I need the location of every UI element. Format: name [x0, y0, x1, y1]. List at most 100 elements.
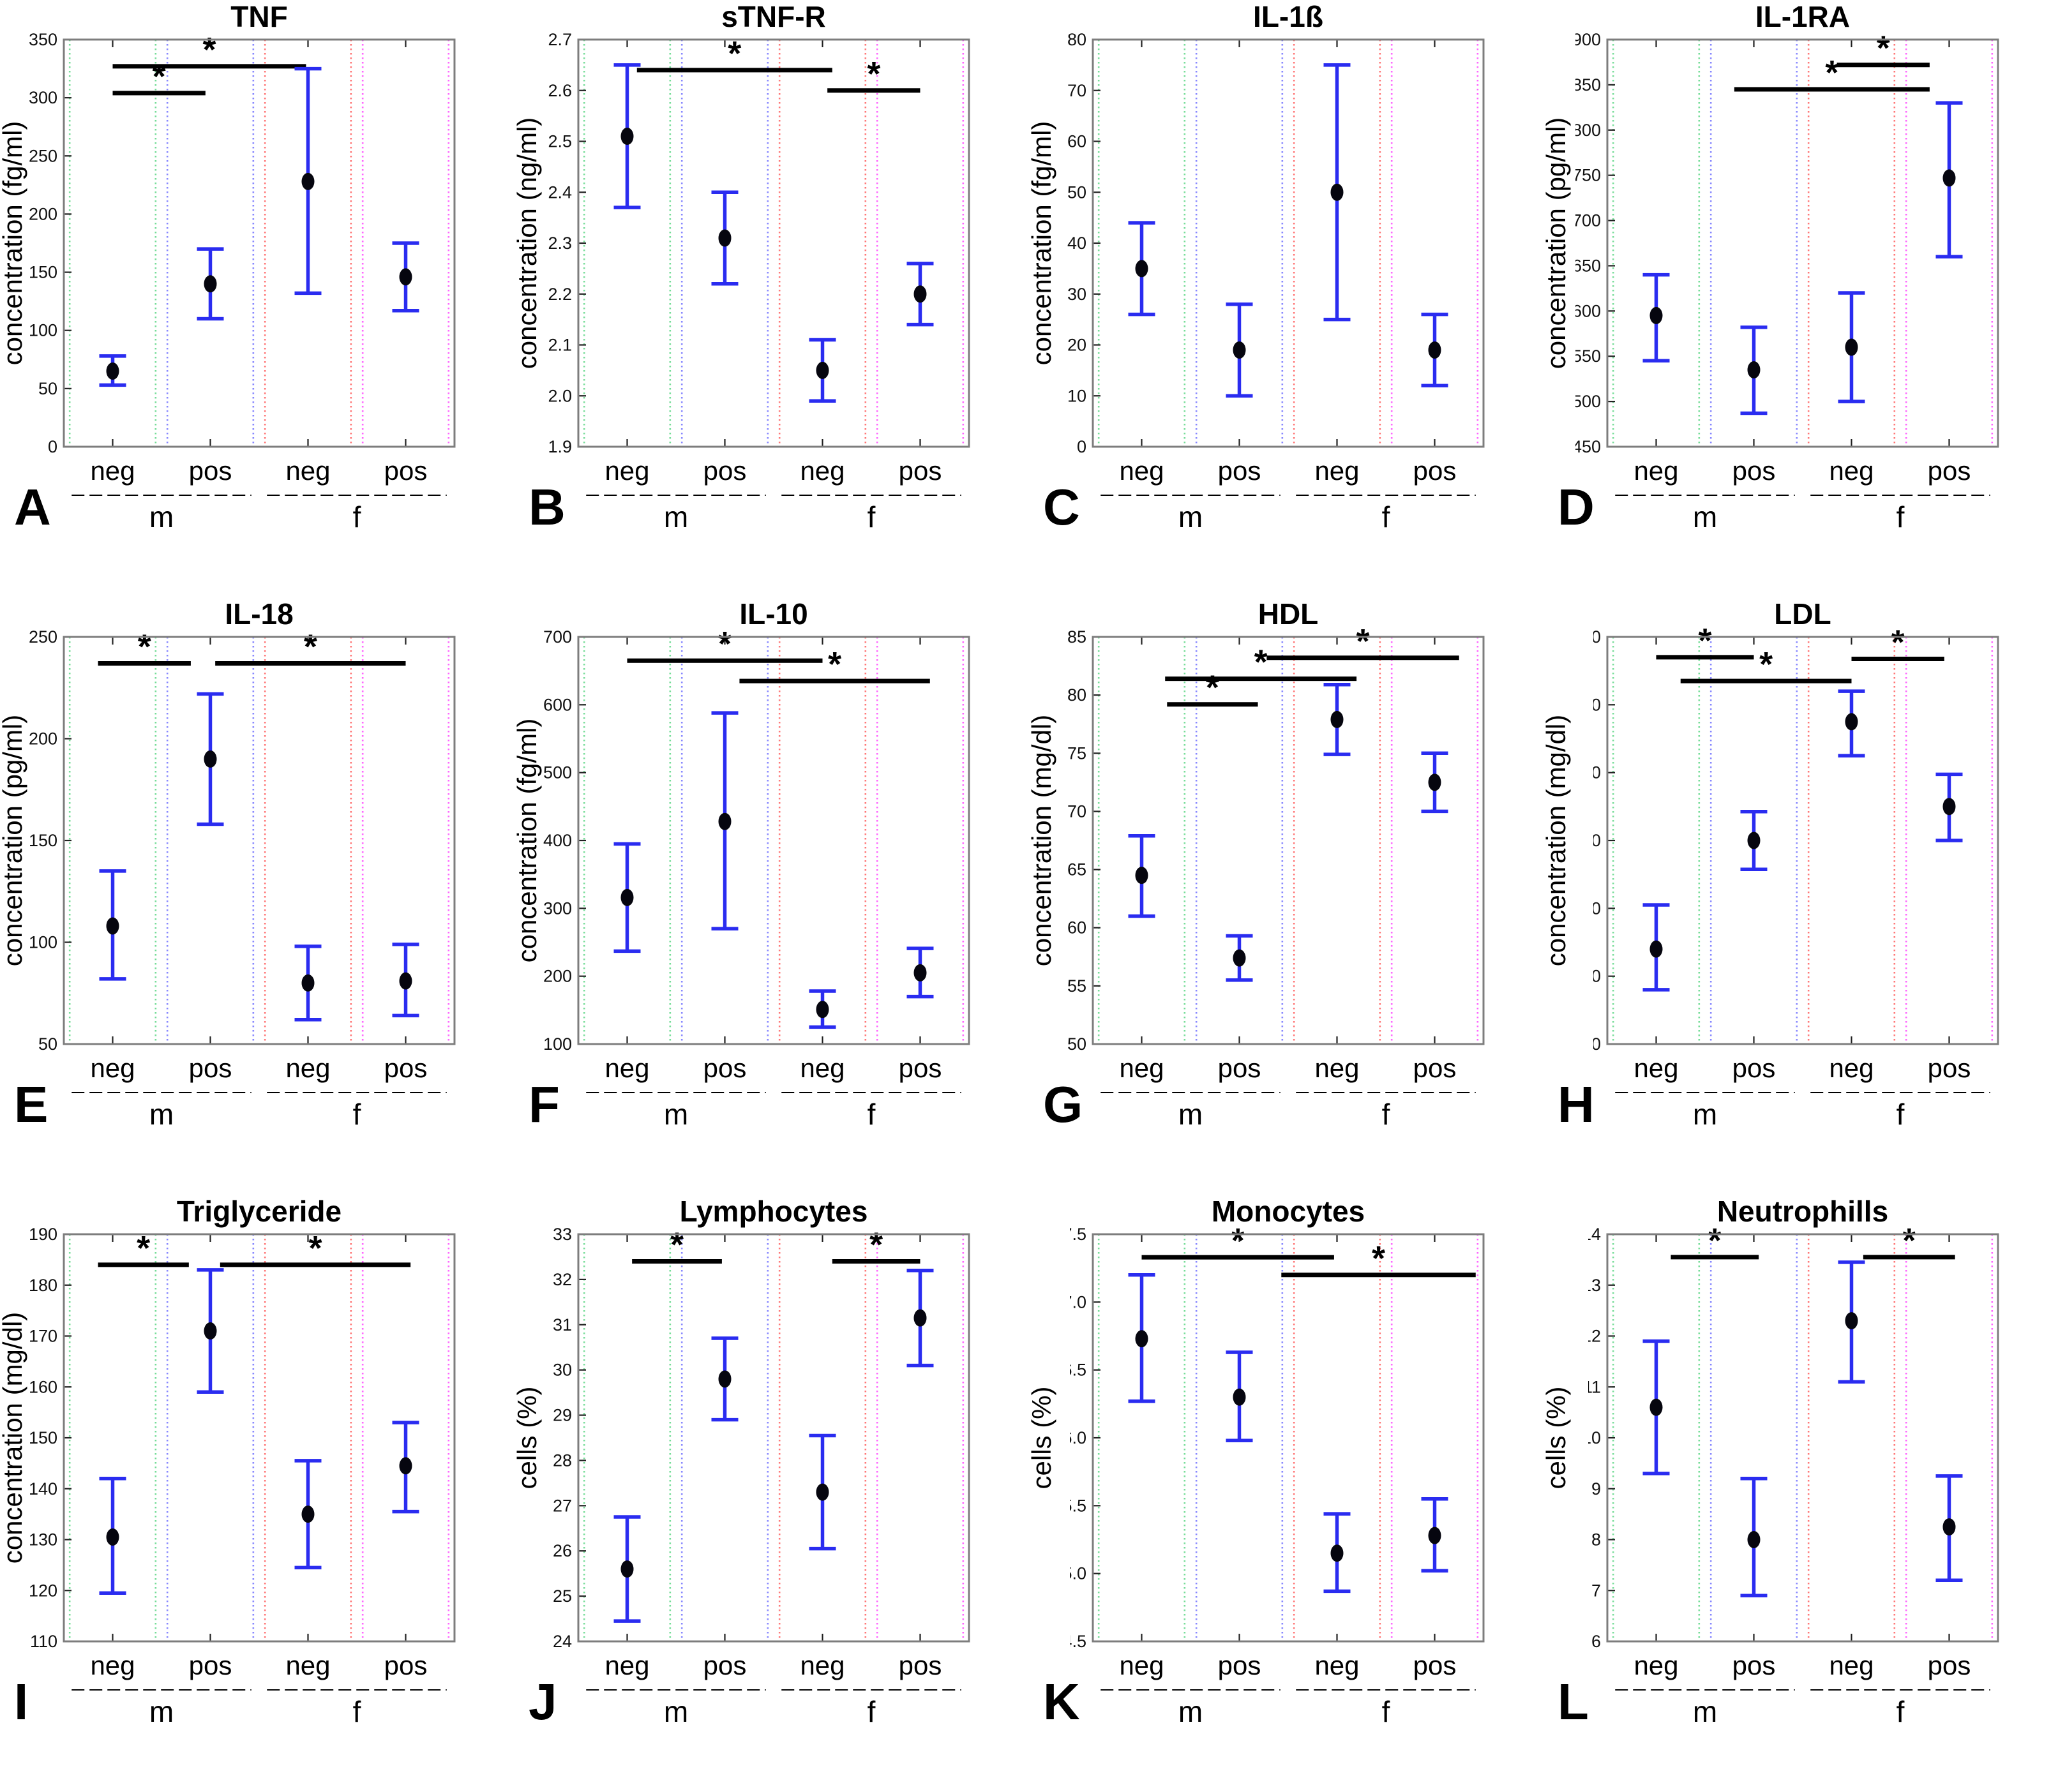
plot-border — [63, 1233, 456, 1643]
y-tick-labels: 0 10 20 30 40 50 60 70 80 — [1067, 30, 1086, 456]
y-tick-label: 2.3 — [548, 234, 572, 253]
error-bars — [99, 692, 419, 1022]
significance-star: * — [1231, 1221, 1245, 1260]
y-tick-label: 160 — [29, 1377, 57, 1396]
y-tick-label: 130 — [29, 1530, 57, 1549]
y-tick-label: 200 — [29, 729, 57, 749]
panel-title: Triglyceride — [177, 1195, 342, 1228]
significance-bars: * * * — [1656, 622, 1944, 683]
group-label: m — [1178, 1695, 1203, 1728]
mean-marker — [1428, 1527, 1441, 1544]
panel-letter: F — [529, 1076, 560, 1133]
mean-marker — [301, 172, 315, 190]
category-guide-lines — [1097, 40, 1479, 447]
y-axis-label: concentration (mg/dl) — [1029, 715, 1056, 967]
error-bars — [1642, 1260, 1963, 1597]
y-tick-label: 50 — [1067, 1034, 1086, 1054]
y-axis-label: concentration (mg/dl) — [0, 1312, 27, 1564]
mean-marker — [718, 1370, 732, 1388]
y-tick-label: 60 — [1067, 132, 1086, 151]
x-category-label: neg — [1314, 1053, 1359, 1083]
plot-border — [577, 1233, 970, 1643]
mean-marker — [1233, 1388, 1246, 1406]
panel-background — [1543, 1195, 2058, 1792]
mean-marker — [718, 812, 732, 830]
mean-marker — [913, 964, 927, 982]
significance-bars: ** — [627, 625, 930, 683]
group-label: f — [1897, 1098, 1905, 1131]
y-tick-labels: 50 55 60 65 70 75 80 85 — [1067, 627, 1086, 1054]
significance-star: * — [153, 57, 166, 96]
y-tick-labels: 4.5 5.0 5.5 6.0 6.5 7.0 7.5 — [1062, 1225, 1086, 1651]
x-category-label: neg — [1829, 1053, 1874, 1083]
significance-star: * — [867, 55, 880, 93]
mean-marker — [301, 1505, 315, 1523]
panel-title: IL-18 — [225, 597, 293, 631]
panel-letter: A — [14, 479, 51, 535]
x-category-label: neg — [1829, 1650, 1874, 1680]
plot-border — [1092, 38, 1485, 448]
x-category-label: pos — [384, 456, 428, 486]
y-tick-label: 80 — [1067, 685, 1086, 705]
y-tick-label: 2.0 — [548, 386, 572, 405]
y-tick-labels: 450 500 550 600 650 700 750 800 850 900 — [1572, 30, 1601, 456]
significance-star: * — [1759, 645, 1773, 683]
significance-bars: ** — [632, 1226, 920, 1264]
mean-marker — [1330, 710, 1344, 728]
y-axis-label: cells (%) — [514, 1386, 542, 1489]
significance-star: * — [718, 625, 732, 663]
group-label: f — [1382, 1098, 1390, 1131]
y-tick-label: 800 — [1572, 121, 1601, 140]
y-tick-label: 190 — [29, 1225, 57, 1244]
panel-title: HDL — [1258, 597, 1319, 631]
panel-background — [1543, 597, 2058, 1195]
x-category-label: neg — [1119, 1650, 1164, 1680]
y-tick-labels: 6 7 8 9 10 11 12 13 14 — [1582, 1225, 1601, 1651]
y-axis-label: concentration (pg/ml) — [1543, 117, 1571, 370]
mean-marker — [399, 268, 412, 286]
error-bars — [613, 63, 934, 403]
y-tick-label: 350 — [29, 30, 57, 49]
mean-marker — [1845, 1312, 1858, 1330]
y-axis-label: concentration (fg/ml) — [0, 121, 27, 366]
group-label: m — [149, 500, 174, 534]
mean-marker — [1233, 341, 1246, 359]
y-axis-label: concentration (ng/ml) — [514, 117, 542, 370]
x-category-label: neg — [800, 1053, 845, 1083]
y-tick-label: 160 — [1572, 831, 1601, 850]
y-tick-label: 500 — [1572, 392, 1601, 411]
y-tick-labels: 24 25 26 27 28 29 30 31 32 33 — [553, 1225, 572, 1651]
mean-marker — [816, 1001, 829, 1019]
x-category-labels: neg pos neg pos — [605, 1650, 942, 1680]
plot-border — [1606, 38, 1999, 448]
panel-background — [1543, 0, 2058, 597]
significance-star: * — [1698, 622, 1711, 660]
y-tick-label: 300 — [29, 88, 57, 107]
mean-marker — [620, 888, 634, 906]
x-category-label: neg — [1634, 456, 1678, 486]
mean-marker — [1649, 1398, 1663, 1416]
x-category-label: pos — [703, 1650, 747, 1680]
mean-marker — [399, 972, 412, 990]
significance-bars: ** — [1671, 1221, 1955, 1260]
mean-marker — [1135, 1330, 1148, 1348]
y-tick-label: 500 — [543, 763, 572, 782]
group-label: f — [868, 500, 876, 534]
x-category-label: neg — [285, 456, 330, 486]
y-tick-label: 70 — [1067, 802, 1086, 821]
y-tick-label: 10 — [1067, 386, 1086, 405]
x-category-label: pos — [703, 1053, 747, 1083]
y-tick-label: 6.5 — [1062, 1361, 1086, 1380]
x-category-label: pos — [1413, 1650, 1457, 1680]
x-category-label: pos — [189, 456, 232, 486]
significance-star: * — [1902, 1221, 1916, 1260]
panel-title: TNF — [230, 0, 287, 33]
y-tick-label: 0 — [1077, 437, 1086, 456]
mean-marker — [1330, 183, 1344, 201]
y-tick-label: 6.0 — [1062, 1428, 1086, 1447]
y-tick-label: 70 — [1067, 81, 1086, 100]
mean-marker — [1845, 338, 1858, 356]
y-tick-label: 13 — [1582, 1276, 1601, 1295]
